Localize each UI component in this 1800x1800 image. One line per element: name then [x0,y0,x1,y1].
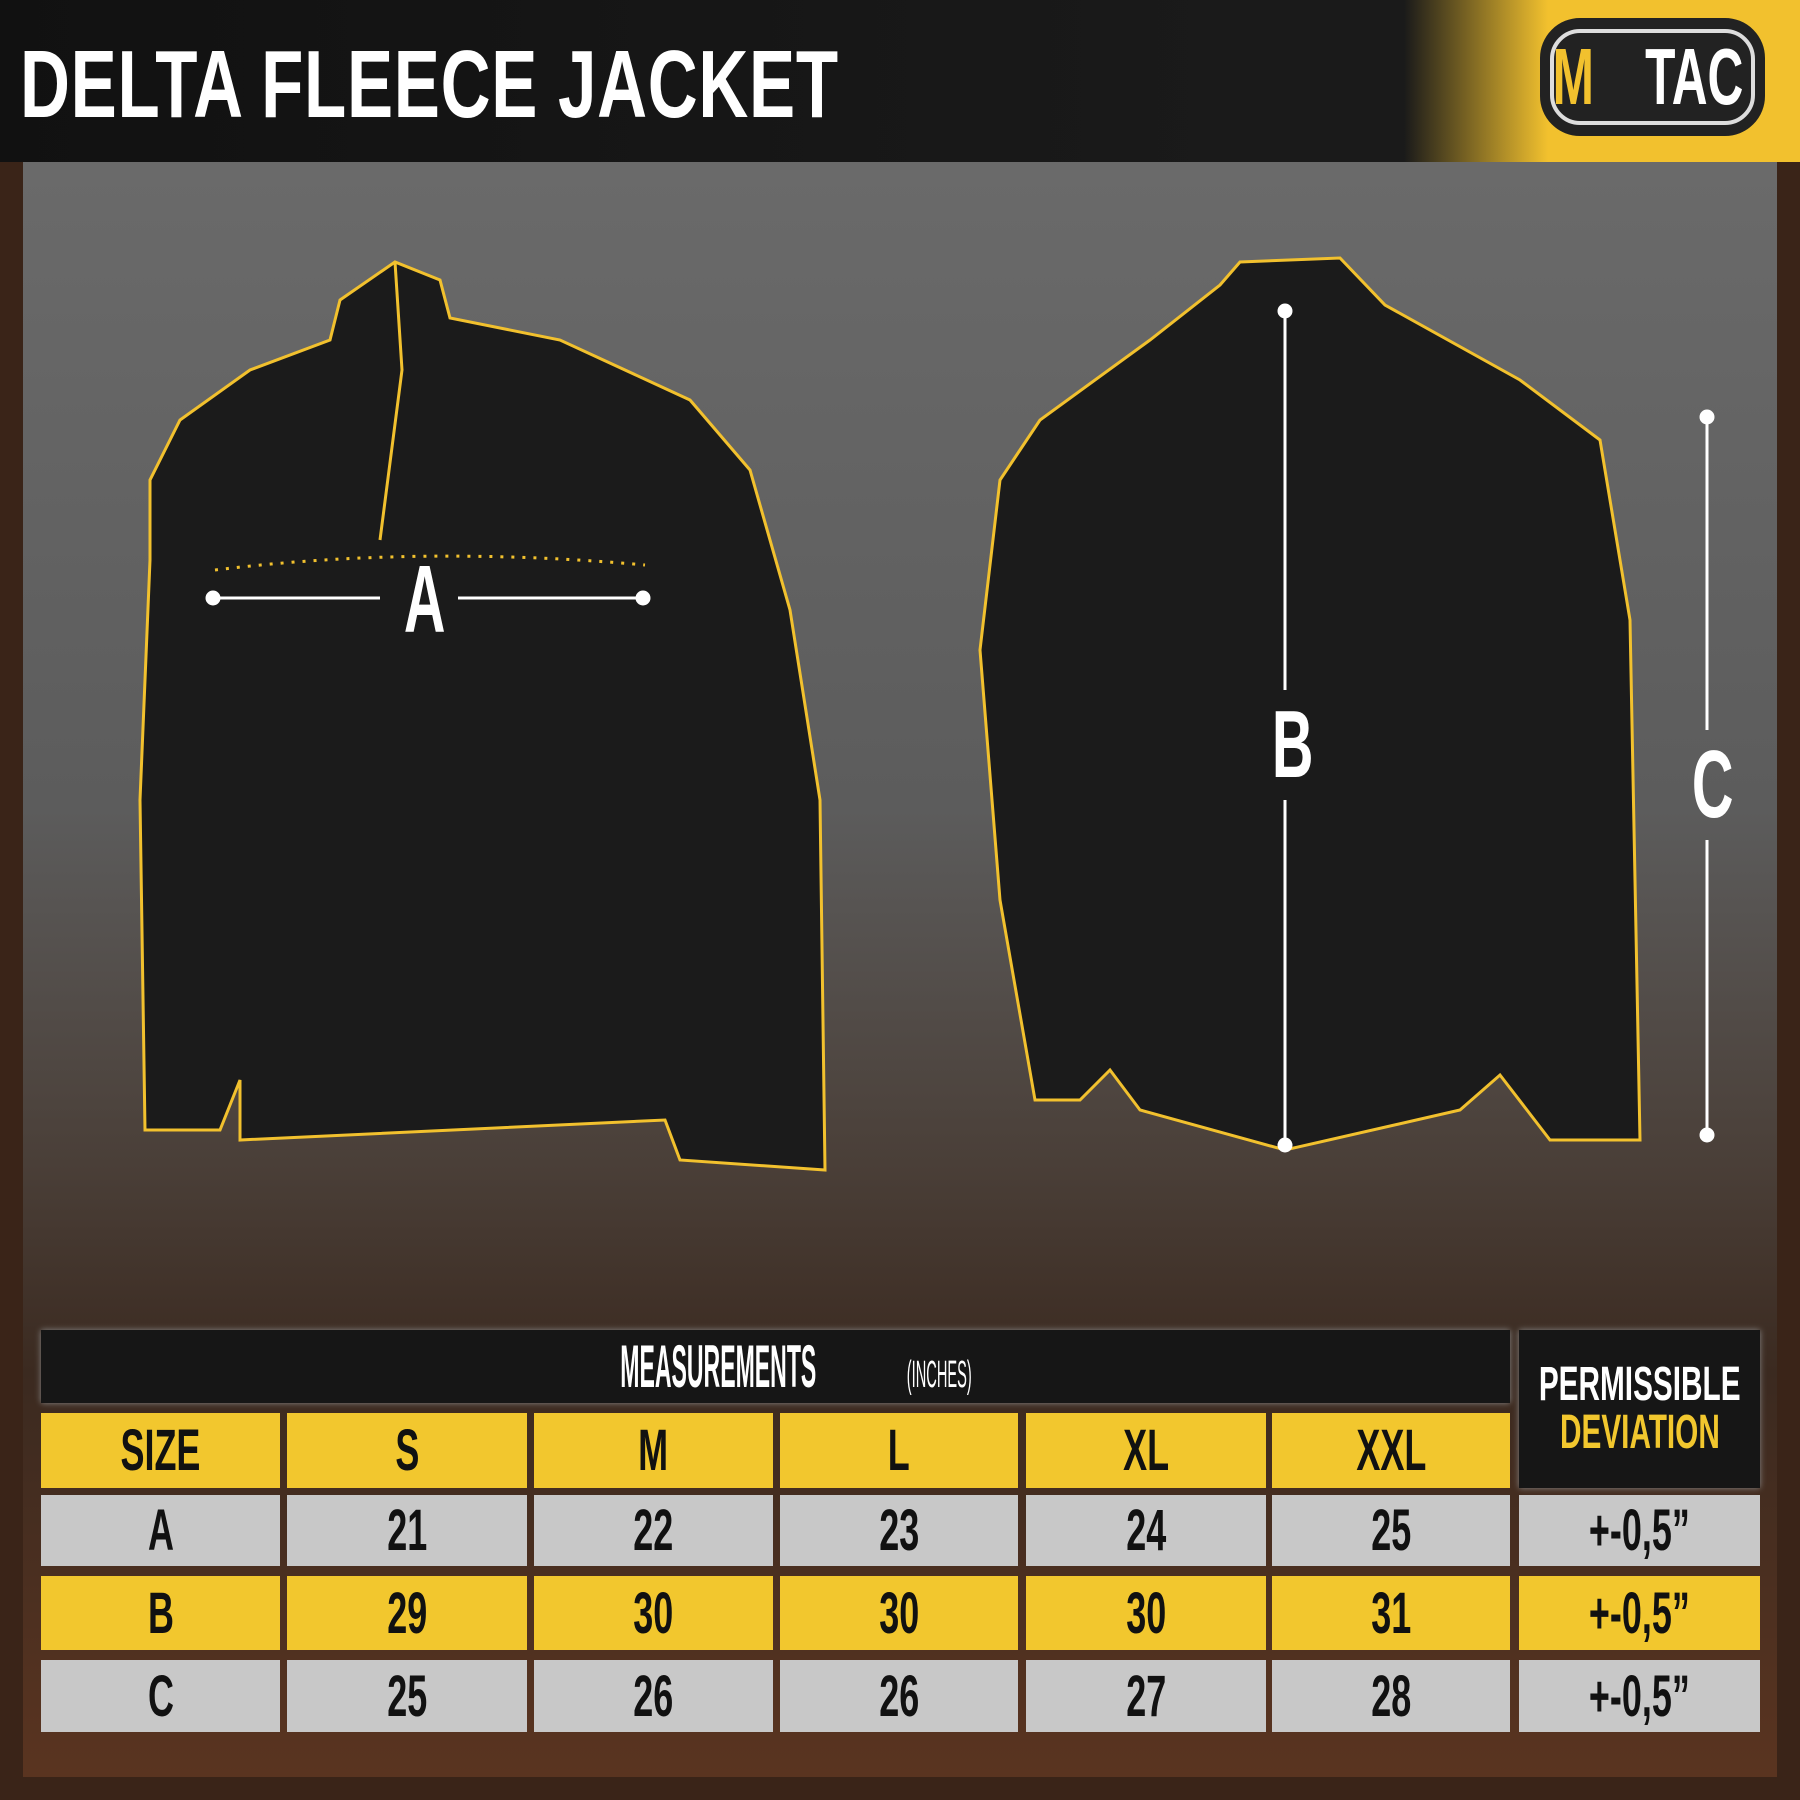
table-cell: 31 [1272,1576,1510,1650]
back-jacket [978,256,1642,1152]
table-cell: 27 [1026,1660,1266,1732]
table-cell: 29 [287,1576,527,1650]
table-cell: 21 [287,1495,527,1566]
column-header: XL [1026,1413,1266,1488]
table-cell: 26 [534,1660,773,1732]
measure-c-label: C [1691,731,1734,838]
measure-a-line [205,590,651,606]
table-cell-text: 26 [633,1663,674,1729]
measure-b-label: B [1271,691,1314,798]
row-label-text: B [147,1580,174,1646]
row-label-text: C [147,1663,174,1729]
deviation-header: PERMISSIBLE DEVIATION [1519,1330,1760,1488]
table-cell-text: 30 [633,1580,674,1646]
table-cell-text: 21 [386,1498,427,1563]
table-cell-text: 22 [633,1498,674,1563]
column-header: L [780,1413,1018,1488]
table-cell-text: 25 [386,1663,427,1729]
deviation-cell: +-0,5” [1519,1495,1760,1566]
column-header: S [287,1413,527,1488]
deviation-cell-text: +-0,5” [1589,1498,1690,1563]
deviation-cell-text: +-0,5” [1589,1580,1690,1646]
deviation-header-line1: PERMISSIBLE [1538,1358,1741,1411]
table-cell-text: 27 [1125,1663,1166,1729]
measure-c-line [1699,409,1715,1143]
table-cell: 23 [780,1495,1018,1566]
column-header: SIZE [41,1413,280,1488]
table-cell: 28 [1272,1660,1510,1732]
table-cell: 25 [287,1660,527,1732]
row-label: A [41,1495,280,1566]
table-cell: 26 [780,1660,1018,1732]
table-cell: 30 [1026,1576,1266,1650]
measurements-title: MEASUREMENTS [619,1333,817,1400]
page-title: DELTA FLEECE JACKET [20,31,839,138]
table-cell-text: 30 [878,1580,919,1646]
table-cell-text: 25 [1370,1498,1411,1563]
column-header-text: S [395,1418,419,1483]
table-cell-text: 24 [1125,1498,1166,1563]
deviation-cell: +-0,5” [1519,1576,1760,1650]
deviation-cell: +-0,5” [1519,1660,1760,1732]
measurements-unit: (INCHES) [906,1354,972,1396]
measurements-header: MEASUREMENTS (INCHES) [41,1330,1510,1403]
front-jacket [138,260,827,1172]
table-cell: 22 [534,1495,773,1566]
deviation-header-line2: DEVIATION [1559,1406,1720,1459]
brand-logo: M TAC [1540,18,1765,136]
table-cell-text: 29 [386,1580,427,1646]
table-cell-text: 31 [1370,1580,1411,1646]
table-cell-text: 26 [878,1663,919,1729]
column-header-text: M [638,1418,669,1483]
column-header: M [534,1413,773,1488]
column-header-text: L [888,1418,910,1483]
column-header-text: SIZE [120,1418,201,1483]
measure-b-line [1277,303,1293,1153]
table-cell: 30 [780,1576,1018,1650]
table-cell: 30 [534,1576,773,1650]
row-label: C [41,1660,280,1732]
row-label: B [41,1576,280,1650]
column-header-text: XL [1123,1418,1169,1483]
table-cell-text: 30 [1125,1580,1166,1646]
table-cell: 25 [1272,1495,1510,1566]
row-label-text: A [147,1498,174,1563]
measure-a-label: A [403,546,446,653]
table-cell: 24 [1026,1495,1266,1566]
deviation-cell-text: +-0,5” [1589,1663,1690,1729]
column-header-text: XXL [1356,1418,1426,1483]
header: DELTA FLEECE JACKET M TAC [0,0,1800,162]
table-cell-text: 23 [878,1498,919,1563]
table-cell-text: 28 [1370,1663,1411,1729]
column-header: XXL [1272,1413,1510,1488]
